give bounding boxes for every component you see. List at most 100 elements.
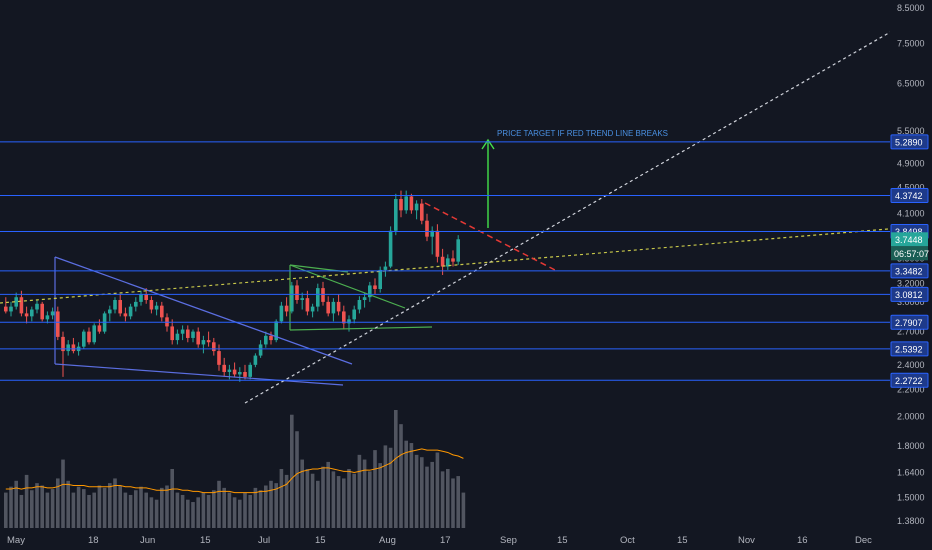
time-axis[interactable]: May 18 Jun 15 Jul 15 Aug 17 Sep 15 Oct 15 Nov 16 Dec [7,535,872,546]
volume-bar [87,494,91,528]
price-axis-label: 7.5000 [897,38,925,48]
candle-body [326,301,330,314]
candle-body [321,288,325,302]
candle-body [316,288,320,307]
candle-body [92,325,96,343]
candle-body [404,196,408,211]
level-price-tag-label: 2.2722 [895,376,923,386]
time-axis-label: 15 [557,535,568,546]
candle-body [342,311,346,324]
candle-body [40,303,44,320]
candle-body [196,331,200,345]
candle-body [352,309,356,320]
level-price-tag-label: 3.0812 [895,290,923,300]
time-axis-label: Jun [140,535,155,546]
time-axis-label: Dec [855,535,872,546]
volume-bar [409,443,414,528]
candle-body [238,371,242,375]
candle-body [201,340,206,345]
candle-body [258,344,263,356]
volume-bar [66,480,70,528]
countdown-tag [891,246,928,261]
countdown-label: 06:57:07 [894,249,929,259]
drawing-layer: PRICE TARGET IF RED TREND LINE BREAKS [0,14,921,404]
time-axis-label: Jul [258,535,270,546]
candle-body [264,335,268,345]
volume-bar [425,466,429,528]
price-axis-label: 4.9000 [897,158,925,168]
price-axis-label: 1.3800 [897,516,925,526]
candle-body [45,315,50,320]
volume-bar [139,486,143,528]
candle-body [336,301,341,312]
volume-bar [284,474,289,528]
candle-body [253,355,258,365]
price-axis-label: 1.5000 [897,492,925,502]
volume-bar [201,492,206,528]
candle-body [269,335,273,341]
volume-bar [404,440,408,528]
volume-bar [206,494,211,528]
candle-body [139,294,143,302]
candle-body [56,311,60,337]
candle-body [222,364,226,372]
volume-bar [258,490,263,528]
volume-bar [362,459,367,528]
price-axis-label: 5.5000 [897,126,925,136]
volume-bar [9,486,13,528]
candle-body [310,306,315,312]
candle-body [378,269,382,290]
target-arrow-head [481,138,495,150]
volume-bar [420,457,424,528]
triangle-lower-line [289,326,433,331]
price-axis-label: 3.0000 [897,297,925,307]
price-axis-label: 1.8000 [897,441,925,451]
candle-body [388,230,393,267]
volume-bar [357,454,362,528]
candle-body [373,285,377,290]
candle-body [35,303,39,310]
time-axis-label: 18 [88,535,99,546]
price-axis-label: 2.2000 [897,384,925,394]
volume-bar [45,492,50,528]
candle-body [227,369,232,372]
volume-bar [399,424,403,528]
candle-body [383,266,388,270]
volume-layer [4,410,466,528]
level-price-tag [890,341,929,357]
volume-bar [212,490,216,528]
volume-bar [180,494,185,528]
candle-body [206,340,211,343]
time-axis-label: Aug [379,535,396,546]
volume-bar [118,485,122,528]
volume-bar [56,478,60,528]
level-price-tag-label: 2.5392 [895,344,923,354]
volume-bar [274,483,278,528]
candle-body [232,369,237,375]
volume-bar [149,497,154,528]
volume-bar [24,474,29,528]
candle-body [170,326,174,341]
candle-body [149,300,154,310]
candle-body [217,351,221,365]
volume-bar [435,452,440,528]
candle-body [331,301,336,314]
volume-bar [373,450,377,528]
volume-bar [191,502,195,528]
candle-body [305,298,310,312]
volume-bar [264,485,268,528]
time-axis-label: 15 [200,535,211,546]
volume-bar [108,483,112,528]
volume-bar [243,492,247,528]
level-price-tag [890,286,929,302]
candle-body [71,344,76,352]
current-price-label: 3.7448 [895,235,923,245]
level-price-tag-label: 5.2890 [895,137,923,147]
wedge-upper-line [54,256,353,365]
triangle-upper-line [289,264,406,309]
candle-body [440,256,445,267]
time-axis-label: Nov [738,535,755,546]
candle-body [425,220,429,237]
